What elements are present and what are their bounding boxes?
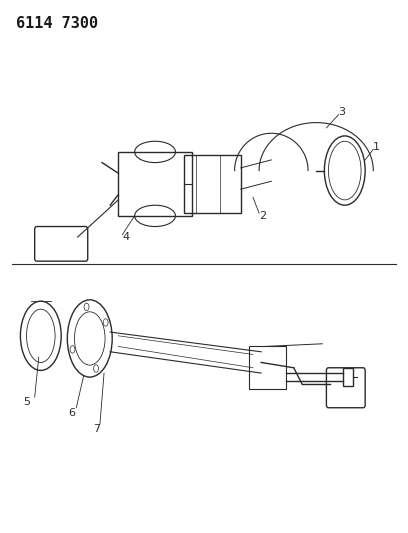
Bar — [184, 155, 241, 213]
Text: 6: 6 — [68, 408, 75, 418]
Bar — [118, 152, 192, 216]
Text: 6114 7300: 6114 7300 — [16, 16, 98, 31]
Text: 5: 5 — [23, 398, 30, 407]
Text: 4: 4 — [122, 232, 129, 242]
Text: 3: 3 — [339, 107, 346, 117]
Bar — [249, 346, 286, 389]
Bar — [343, 368, 353, 386]
Text: 1: 1 — [373, 142, 380, 151]
Text: 7: 7 — [93, 424, 101, 434]
Text: 2: 2 — [259, 211, 266, 221]
